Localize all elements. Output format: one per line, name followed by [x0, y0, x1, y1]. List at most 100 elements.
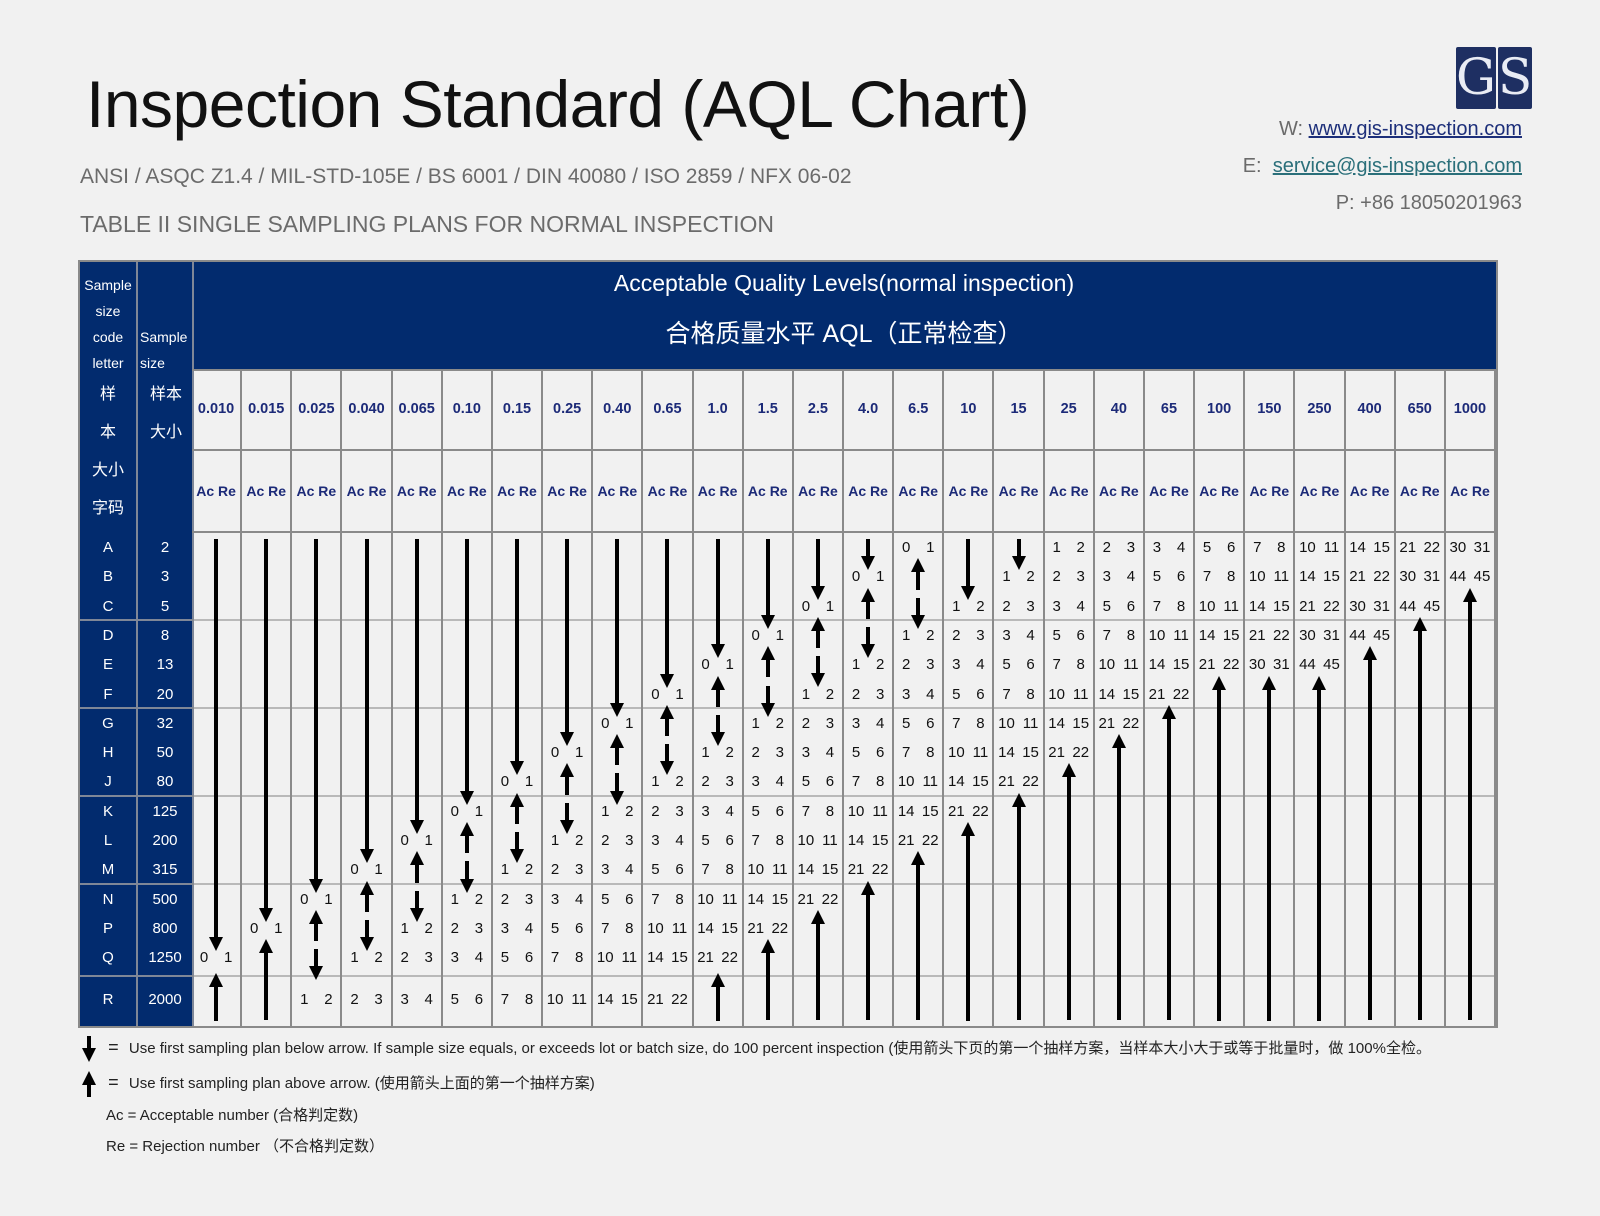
ac-value: 21 [947, 802, 965, 820]
email-label: E: [1242, 155, 1262, 177]
ac-value: 3 [751, 773, 760, 791]
code-letter-header-cn-4: 字码 [91, 500, 124, 517]
legend-down-text: Use first sampling plan below arrow. If … [128, 1039, 1431, 1057]
ac-re-header: Ac Re [944, 451, 995, 531]
re-value: 4 [926, 685, 935, 703]
ac-value: 3 [1152, 539, 1162, 556]
down-arrow-icon [694, 714, 742, 747]
legend-equals: = [108, 1036, 119, 1057]
code-letter: P [102, 919, 113, 937]
code-letter: F [103, 685, 113, 703]
ac-value: 21 [1299, 597, 1316, 615]
grid-line [791, 369, 794, 1026]
aql-level-header: 1.0 [694, 369, 744, 449]
legend-up: = Use first sampling plan above arrow. (… [80, 1071, 595, 1097]
grid-line [892, 369, 895, 1026]
ac-value: 0 [500, 773, 510, 791]
ac-re-cell: 10 11 [994, 709, 1042, 739]
ac-re-cell: 10 11 [1045, 680, 1093, 710]
re-value: 3 [1076, 568, 1085, 586]
grid-line [490, 369, 493, 1026]
ac-value: 1 [851, 656, 861, 674]
group-divider [80, 974, 192, 977]
ac-value: 5 [500, 949, 510, 967]
code-letter-header-cn-2: 本 [99, 424, 116, 441]
ac-re-cell: 21 22 [1145, 680, 1193, 710]
row-label: R 2000 [80, 985, 192, 1015]
ac-value: 3 [851, 714, 861, 732]
re-value: 2 [775, 714, 784, 732]
ac-value: 10 [1048, 685, 1065, 703]
re-value: 3 [1026, 597, 1035, 615]
code-letter-header-en: Sample size code letter [84, 277, 132, 371]
ac-re-cell: 21 22 [1095, 709, 1143, 739]
re-value: 4 [725, 802, 734, 820]
ac-value: 7 [851, 773, 861, 791]
re-value: 2 [1026, 568, 1035, 586]
ac-re-header: Ac Re [242, 451, 293, 531]
re-value: 6 [825, 773, 835, 791]
re-value: 15 [1323, 568, 1340, 586]
ac-value: 3 [1002, 626, 1011, 644]
ac-value: 14 [1349, 539, 1366, 556]
up-arrow-icon [1446, 587, 1494, 1021]
ac-re-header: Ac Re [342, 451, 393, 531]
ac-value: 3 [1052, 597, 1061, 615]
re-value: 22 [921, 832, 939, 849]
ac-re-cell: 21 22 [1346, 562, 1394, 592]
ac-re-cell: 21 22 [643, 985, 691, 1015]
aql-title-cn: 合格质量水平 AQL（正常检查） [665, 320, 1023, 348]
ac-re-header: Ac Re [493, 451, 544, 531]
up-arrow-icon [443, 822, 491, 854]
re-value: 11 [1273, 568, 1290, 586]
down-arrow-icon [342, 539, 390, 864]
re-value: 11 [872, 802, 888, 820]
sample-size: 3 [160, 568, 170, 586]
ac-re-header: Ac Re [593, 451, 644, 531]
code-letter: M [101, 861, 115, 879]
sample-size: 20 [156, 685, 174, 703]
ac-re-header: Ac Re [443, 451, 493, 531]
re-value: 8 [524, 990, 534, 1008]
re-value: 11 [1173, 626, 1189, 644]
ac-value: 5 [751, 802, 760, 820]
ac-value: 7 [952, 714, 961, 732]
re-value: 8 [926, 744, 935, 762]
re-value: 4 [474, 949, 484, 967]
aql-level-header: 4.0 [844, 369, 895, 449]
ac-re-header: Ac Re [643, 451, 694, 531]
ac-re-header: Ac Re [994, 451, 1045, 531]
ac-value: 2 [350, 990, 359, 1008]
re-value: 22 [1072, 744, 1090, 762]
down-arrow-icon [944, 539, 992, 600]
aql-level-header: 1.5 [744, 369, 794, 449]
ac-re-cell: 10 11 [794, 826, 842, 856]
code-letter: E [102, 656, 113, 674]
grid-line [1042, 369, 1045, 1026]
ac-re-cell: 14 15 [1095, 680, 1143, 710]
ac-value: 44 [1299, 656, 1316, 674]
re-value: 11 [671, 919, 688, 937]
website-link[interactable]: www.gis-inspection.com [1308, 118, 1522, 140]
ac-value: 14 [1198, 626, 1216, 644]
up-arrow-icon [643, 704, 691, 737]
ac-value: 30 [1299, 626, 1316, 644]
ac-value: 10 [1148, 626, 1166, 644]
ac-value: 3 [400, 990, 409, 1008]
re-value: 22 [721, 949, 738, 967]
page-title: Inspection Standard (AQL Chart) [86, 67, 1030, 141]
row-label: Q 1250 [80, 943, 192, 973]
email-link[interactable]: service@gis-inspection.com [1272, 155, 1522, 177]
ac-re-header: Ac Re [393, 451, 443, 531]
